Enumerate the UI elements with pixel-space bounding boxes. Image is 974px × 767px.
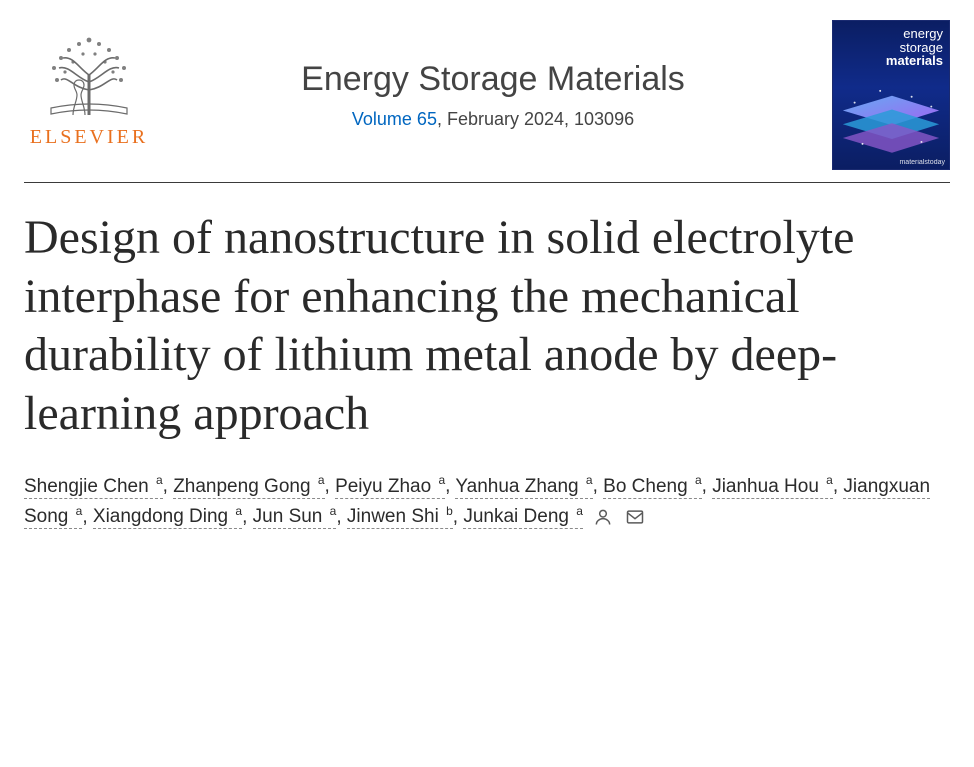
author-affil: a — [826, 473, 833, 487]
author-link[interactable]: Xiangdong Ding a — [93, 506, 242, 529]
author-separator: , — [833, 476, 844, 497]
author-separator: , — [593, 476, 604, 497]
author-separator: , — [242, 506, 253, 527]
author-affil: a — [576, 504, 583, 518]
header-row: ELSEVIER Energy Storage Materials Volume… — [24, 20, 950, 170]
author-link[interactable]: Junkai Deng a — [463, 506, 583, 529]
author-affil: a — [695, 473, 702, 487]
corresponding-author-icons — [593, 507, 645, 527]
author-list: Shengjie Chen a, Zhanpeng Gong a, Peiyu … — [24, 471, 950, 532]
author-separator: , — [336, 506, 347, 527]
cover-line2: storage — [886, 41, 943, 55]
author-separator: , — [82, 506, 93, 527]
author-affil: a — [586, 473, 593, 487]
divider — [24, 182, 950, 183]
author-separator: , — [702, 476, 713, 497]
author-affil: b — [446, 504, 453, 518]
volume-link[interactable]: Volume 65 — [352, 109, 437, 129]
person-icon[interactable] — [593, 507, 613, 527]
author-affil: a — [156, 473, 163, 487]
author-link[interactable]: Jun Sun a — [253, 506, 337, 529]
cover-title: energy storage materials — [886, 27, 943, 68]
mail-icon[interactable] — [625, 507, 645, 527]
author-separator: , — [453, 506, 464, 527]
author-separator: , — [163, 476, 174, 497]
issue-line: Volume 65, February 2024, 103096 — [154, 109, 832, 130]
author-link[interactable]: Bo Cheng a — [603, 476, 701, 499]
author-link[interactable]: Yanhua Zhang a — [455, 476, 592, 499]
publisher-logo-block: ELSEVIER — [24, 20, 154, 149]
author-link[interactable]: Jinwen Shi b — [347, 506, 453, 529]
journal-cover-thumbnail[interactable]: energy storage materials — [832, 20, 950, 170]
cover-footer: materialstoday — [899, 159, 945, 166]
author-affil: a — [318, 473, 325, 487]
elsevier-tree-icon — [39, 20, 139, 120]
author-link[interactable]: Peiyu Zhao a — [335, 476, 445, 499]
journal-heading-block: Energy Storage Materials Volume 65, Febr… — [154, 20, 832, 130]
author-link[interactable]: Shengjie Chen a — [24, 476, 163, 499]
publisher-name: ELSEVIER — [30, 126, 148, 149]
issue-rest: , February 2024, 103096 — [437, 109, 634, 129]
journal-title[interactable]: Energy Storage Materials — [154, 60, 832, 99]
cover-art-icon — [833, 81, 949, 160]
cover-line1: energy — [886, 27, 943, 41]
article-header-page: ELSEVIER Energy Storage Materials Volume… — [0, 0, 974, 553]
author-separator: , — [325, 476, 336, 497]
author-separator: , — [445, 476, 455, 497]
cover-line3: materials — [886, 54, 943, 68]
author-link[interactable]: Jianhua Hou a — [712, 476, 833, 499]
author-link[interactable]: Zhanpeng Gong a — [173, 476, 324, 499]
article-title: Design of nanostructure in solid electro… — [24, 209, 950, 443]
